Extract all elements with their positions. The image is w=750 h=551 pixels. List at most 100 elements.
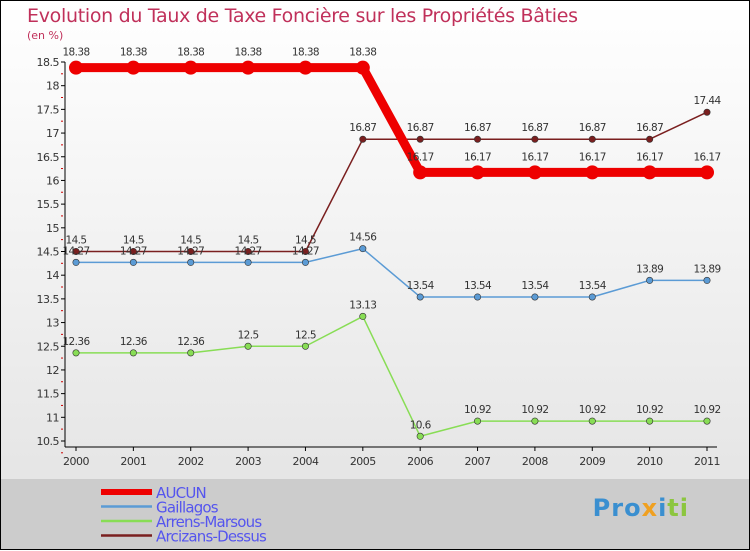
data-label: 13.54	[521, 280, 549, 292]
data-point	[359, 245, 367, 253]
data-point	[646, 135, 654, 143]
data-label: 14.27	[177, 245, 204, 257]
x-tick-label: 2010	[637, 455, 663, 468]
data-point	[72, 349, 80, 357]
x-tick-label: 2004	[292, 455, 318, 468]
data-label: 17.44	[693, 95, 721, 107]
data-label: 18.38	[120, 47, 147, 59]
data-point	[703, 108, 711, 116]
x-tick-label: 2009	[579, 455, 605, 468]
data-label: 18.38	[177, 47, 204, 59]
y-tick-label: 11	[46, 411, 59, 424]
data-label: 10.92	[521, 404, 548, 416]
data-label: 10.92	[464, 404, 491, 416]
data-label: 10.92	[579, 404, 606, 416]
data-point	[646, 417, 654, 425]
data-label: 14.27	[62, 245, 89, 257]
data-label: 13.89	[636, 263, 663, 275]
data-point	[474, 135, 482, 143]
x-tick-label: 2001	[120, 455, 146, 468]
data-label: 16.87	[636, 122, 663, 134]
series-line-arcizans-dessus	[76, 111, 708, 253]
y-axis-unit: (en %)	[27, 29, 64, 42]
data-point	[531, 293, 539, 301]
data-label: 16.17	[693, 151, 720, 163]
data-point	[241, 60, 256, 75]
data-label: 12.36	[62, 336, 90, 348]
data-label: 18.38	[62, 47, 89, 59]
y-tick-label: 18.5	[37, 56, 60, 69]
data-point	[646, 276, 654, 284]
data-label: 18.38	[292, 47, 319, 59]
data-label: 16.87	[521, 122, 548, 134]
data-point	[531, 135, 539, 143]
data-point	[129, 349, 137, 357]
data-label: 16.17	[636, 151, 663, 163]
data-point	[244, 248, 252, 256]
data-label: 14.5	[295, 235, 316, 247]
data-point	[359, 312, 367, 320]
data-label: 14.5	[238, 235, 259, 247]
y-tick-label: 14.5	[37, 246, 60, 259]
y-tick-label: 12.5	[37, 340, 60, 353]
data-point	[588, 135, 596, 143]
x-tick-label: 2011	[694, 455, 720, 468]
data-point	[126, 60, 141, 75]
data-point	[474, 417, 482, 425]
data-label: 14.27	[292, 245, 319, 257]
x-tick-label: 2005	[350, 455, 376, 468]
x-tick-label: 2006	[407, 455, 433, 468]
data-label: 14.27	[120, 245, 147, 257]
y-tick-label: 18	[46, 80, 59, 93]
legend-label: Gaillagos	[156, 499, 219, 517]
data-label: 13.13	[349, 299, 376, 311]
data-point	[416, 432, 424, 440]
data-label: 13.54	[464, 280, 492, 292]
y-tick-label: 10.5	[37, 435, 60, 448]
data-label: 16.17	[579, 151, 606, 163]
data-label: 12.5	[295, 329, 316, 341]
data-point	[183, 60, 198, 75]
data-label: 16.87	[464, 122, 491, 134]
data-point	[416, 135, 424, 143]
data-label: 10.92	[693, 404, 720, 416]
proxiti-logo: Proxiti	[592, 494, 689, 522]
data-point	[129, 248, 137, 256]
data-label: 12.36	[177, 336, 205, 348]
x-tick-label: 2000	[63, 455, 89, 468]
data-label: 16.87	[349, 122, 376, 134]
data-point	[355, 60, 370, 75]
data-label: 16.17	[464, 151, 491, 163]
x-tick-label: 2008	[522, 455, 548, 468]
legend-label: Arrens-Marsous	[156, 513, 262, 531]
y-tick-label: 16.5	[37, 151, 60, 164]
data-label: 14.56	[349, 232, 377, 244]
series-line-gaillagos	[76, 247, 707, 298]
data-point	[72, 258, 80, 266]
data-point	[588, 417, 596, 425]
data-label: 14.5	[123, 235, 144, 247]
data-point	[72, 248, 80, 256]
data-label: 16.17	[521, 151, 548, 163]
data-point	[703, 276, 711, 284]
data-point	[642, 165, 657, 180]
legend-label: AUCUN	[156, 484, 206, 502]
data-point	[187, 258, 195, 266]
x-tick-label: 2003	[235, 455, 261, 468]
data-point	[359, 135, 367, 143]
data-label: 16.87	[407, 122, 434, 134]
data-point	[301, 258, 309, 266]
x-tick-label: 2002	[178, 455, 204, 468]
data-label: 16.87	[579, 122, 606, 134]
y-tick-label: 16	[46, 174, 59, 187]
data-point	[129, 258, 137, 266]
series-line-aucun	[76, 63, 707, 177]
y-tick-label: 17.5	[37, 103, 60, 116]
data-point	[301, 342, 309, 350]
data-label: 18.38	[349, 47, 376, 59]
data-point	[187, 248, 195, 256]
data-point	[531, 417, 539, 425]
data-point	[244, 258, 252, 266]
